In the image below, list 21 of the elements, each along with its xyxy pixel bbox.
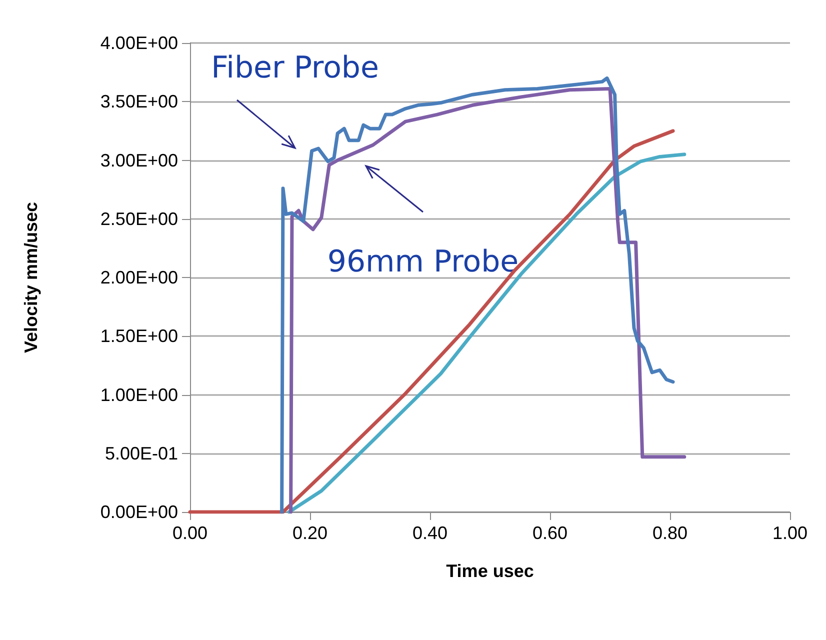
x-tick-label: 1.00 xyxy=(772,523,808,543)
x-tick-label: 0.40 xyxy=(412,523,448,543)
y-tick-label: 2.50E+00 xyxy=(100,208,178,229)
x-tick-label: 0.80 xyxy=(652,523,688,543)
annotation: Fiber Probe xyxy=(211,50,379,86)
y-tick-label: 4.00E+00 xyxy=(100,33,178,53)
line-series xyxy=(188,129,675,514)
x-tick-label: 0.20 xyxy=(292,523,328,543)
x-tick-label: 0.60 xyxy=(532,523,568,543)
x-tick-label: 0.00 xyxy=(172,523,208,543)
y-tick-label: 0.00E+00 xyxy=(100,502,178,522)
y-tick-label: 2.00E+00 xyxy=(100,268,178,288)
x-axis-title: Time usec xyxy=(446,561,534,581)
y-tick-label: 1.00E+00 xyxy=(100,384,178,405)
y-tick-label: 5.00E-01 xyxy=(104,443,178,464)
y-tick-label: 3.00E+00 xyxy=(100,150,178,170)
annotation: 96mm Probe xyxy=(327,244,519,280)
y-tick-label: 1.50E+00 xyxy=(100,326,178,346)
y-tick-label: 3.50E+00 xyxy=(100,92,178,112)
y-axis-title: Velocity mm/usec xyxy=(21,202,41,354)
line-series xyxy=(287,152,686,514)
